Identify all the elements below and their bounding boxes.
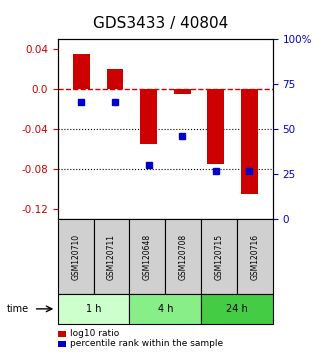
Text: GSM120648: GSM120648: [143, 234, 152, 280]
Text: log10 ratio: log10 ratio: [70, 329, 119, 338]
Text: GSM120708: GSM120708: [179, 234, 188, 280]
Text: GSM120711: GSM120711: [107, 234, 116, 280]
Bar: [174, 89, 191, 94]
Text: GSM120710: GSM120710: [71, 234, 80, 280]
Bar: [207, 89, 224, 164]
Bar: [140, 89, 157, 144]
Bar: [241, 89, 258, 194]
Text: percentile rank within the sample: percentile rank within the sample: [70, 339, 223, 348]
Text: GSM120716: GSM120716: [250, 234, 259, 280]
Text: GSM120715: GSM120715: [214, 234, 224, 280]
Bar: [73, 54, 90, 89]
Text: 1 h: 1 h: [86, 304, 101, 314]
Text: time: time: [6, 304, 29, 314]
Bar: [107, 69, 123, 89]
Text: 4 h: 4 h: [158, 304, 173, 314]
Text: GDS3433 / 40804: GDS3433 / 40804: [93, 16, 228, 31]
Text: 24 h: 24 h: [226, 304, 248, 314]
